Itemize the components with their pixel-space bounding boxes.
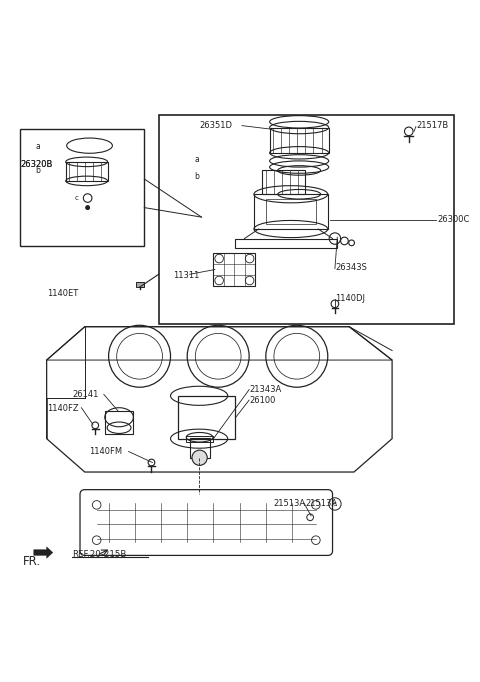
- Text: 1140DJ: 1140DJ: [335, 294, 365, 303]
- Text: 26320B: 26320B: [21, 160, 53, 169]
- Text: 26141: 26141: [73, 390, 99, 399]
- Bar: [263, 170, 305, 194]
- Text: 26343S: 26343S: [335, 263, 367, 271]
- Circle shape: [86, 206, 90, 209]
- Text: 21517B: 21517B: [416, 121, 448, 130]
- Bar: [254, 194, 328, 229]
- Text: c: c: [74, 195, 78, 201]
- Text: b: b: [36, 166, 41, 175]
- Bar: [105, 411, 133, 434]
- Text: FR.: FR.: [23, 554, 41, 567]
- Bar: [66, 162, 108, 181]
- Text: a: a: [36, 142, 40, 151]
- Circle shape: [192, 450, 207, 465]
- Text: 26300C: 26300C: [437, 215, 470, 224]
- Text: 26100: 26100: [249, 396, 276, 405]
- Text: 21513A: 21513A: [273, 499, 305, 509]
- Text: 11311: 11311: [173, 271, 199, 280]
- Polygon shape: [34, 547, 53, 559]
- Bar: [235, 239, 337, 248]
- Text: 26320B: 26320B: [21, 160, 53, 169]
- Text: 21513A: 21513A: [305, 499, 337, 509]
- Bar: [178, 396, 235, 439]
- Text: 1140FM: 1140FM: [90, 447, 123, 456]
- Bar: [21, 129, 144, 246]
- Bar: [270, 128, 329, 153]
- Bar: [214, 253, 255, 286]
- Bar: [136, 282, 144, 286]
- Text: 26351D: 26351D: [199, 121, 232, 130]
- Text: 1140FZ: 1140FZ: [47, 404, 78, 413]
- Bar: [190, 438, 210, 458]
- Text: 1140ET: 1140ET: [47, 289, 78, 298]
- Bar: [186, 436, 213, 442]
- Bar: [158, 115, 454, 325]
- Bar: [266, 199, 316, 224]
- Text: 21343A: 21343A: [249, 385, 281, 394]
- Text: a: a: [194, 155, 199, 164]
- Text: b: b: [194, 172, 199, 181]
- Text: c: c: [333, 501, 337, 507]
- Text: REF.20-215B: REF.20-215B: [72, 550, 126, 559]
